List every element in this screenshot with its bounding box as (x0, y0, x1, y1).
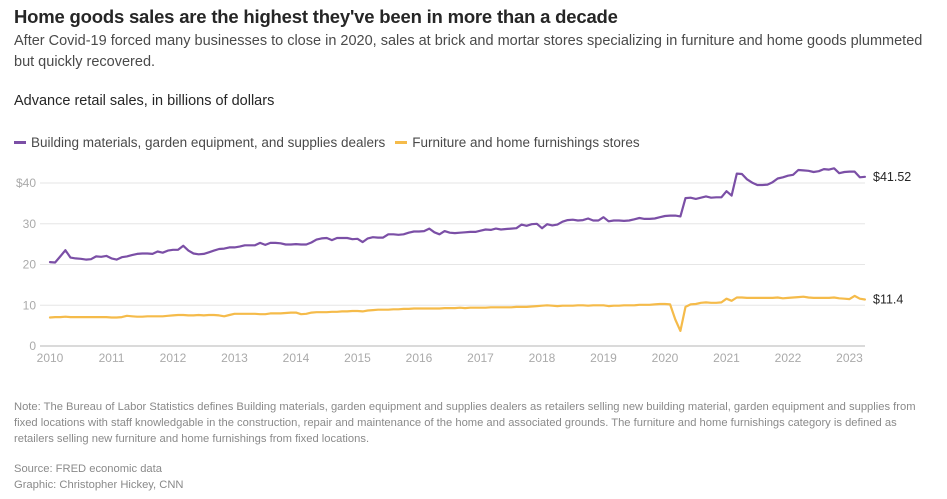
x-tick-label: 2020 (652, 351, 679, 365)
x-tick-label: 2017 (467, 351, 494, 365)
x-axis-ticks: 2010 2011 2012 2013 2014 2015 2016 2017 2018 2019… (37, 351, 864, 365)
end-labels: $41.52 $11.4 (873, 170, 911, 307)
legend-item-furniture: Furniture and home furnishings stores (395, 135, 640, 150)
chart-subtitle: After Covid-19 forced many businesses to… (14, 33, 923, 70)
series-line-building-materials (48, 167, 866, 264)
source-line: Source: FRED economic data (14, 463, 162, 475)
y-axis-ticks: 0 10 20 30 $40 (16, 176, 36, 353)
x-tick-label: 2018 (529, 351, 556, 365)
end-label-building-materials: $41.52 (873, 170, 911, 184)
x-tick-label: 2021 (713, 351, 740, 365)
graphic-credit: Graphic: Christopher Hickey, CNN (14, 479, 184, 491)
y-tick-label: 20 (23, 258, 37, 272)
legend-swatch-building-materials (14, 141, 26, 144)
x-tick-label: 2023 (836, 351, 863, 365)
series-lines (48, 167, 866, 332)
gridlines (40, 182, 865, 347)
legend: Building materials, garden equipment, an… (14, 135, 650, 150)
y-tick-label: 10 (23, 298, 37, 312)
x-tick-label: 2014 (283, 351, 310, 365)
legend-label-furniture: Furniture and home furnishings stores (412, 135, 640, 150)
series-line-furniture (48, 294, 866, 332)
x-tick-label: 2010 (37, 351, 64, 365)
x-tick-label: 2019 (590, 351, 617, 365)
legend-label-building-materials: Building materials, garden equipment, an… (31, 135, 386, 150)
chart-heading: Advance retail sales, in billions of dol… (14, 93, 275, 109)
y-tick-label: 0 (29, 339, 36, 353)
x-tick-label: 2011 (99, 351, 125, 365)
x-tick-label: 2015 (344, 351, 371, 365)
legend-swatch-furniture (395, 141, 408, 144)
x-tick-label: 2022 (775, 351, 802, 365)
chart-title: Home goods sales are the highest they've… (14, 6, 618, 27)
y-tick-label: 30 (23, 217, 37, 231)
x-tick-label: 2012 (160, 351, 187, 365)
y-tick-label: $40 (16, 176, 36, 190)
footnote: Note: The Bureau of Labor Statistics def… (14, 401, 916, 445)
x-tick-label: 2013 (221, 351, 248, 365)
source-credit: Source: FRED economic data Graphic: Chri… (14, 461, 184, 493)
legend-item-building-materials: Building materials, garden equipment, an… (14, 135, 385, 150)
end-label-furniture: $11.4 (873, 293, 903, 307)
x-tick-label: 2016 (406, 351, 433, 365)
